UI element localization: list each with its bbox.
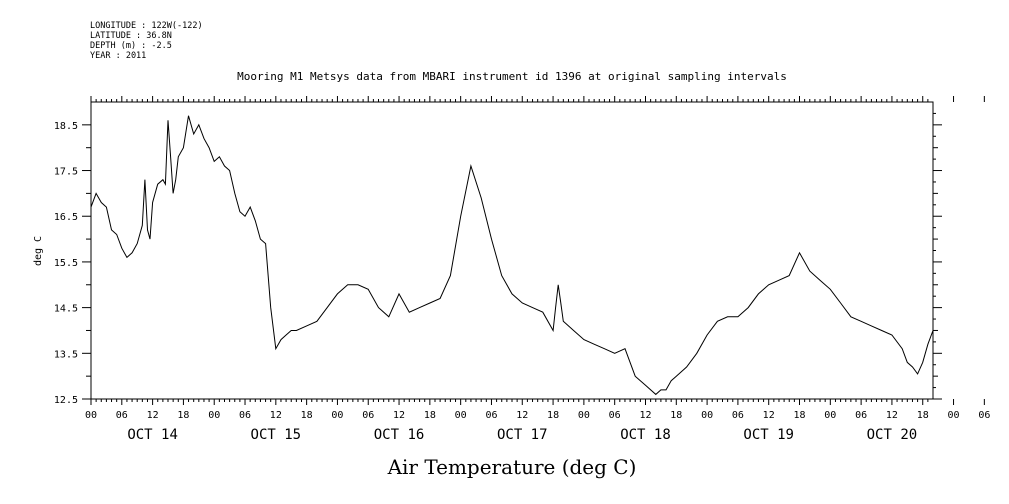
metadata-block: LONGITUDE : 122W(-122) LATITUDE : 36.8N …	[90, 21, 203, 61]
y-tick-label: 14.5	[54, 304, 78, 315]
x-hour-label: 06	[239, 410, 251, 421]
x-hour-label: 12	[270, 410, 282, 421]
x-hour-label: 06	[116, 410, 128, 421]
x-day-label: OCT 19	[743, 427, 794, 443]
x-hour-label: 18	[670, 410, 682, 421]
y-tick-label: 17.5	[54, 167, 78, 178]
longitude-text: LONGITUDE : 122W(-122)	[90, 21, 203, 31]
y-tick-label: 18.5	[54, 121, 78, 132]
series-group	[90, 115, 934, 396]
year-text: YEAR : 2011	[90, 51, 147, 61]
x-hour-label: 12	[763, 410, 775, 421]
x-hour-label: 00	[948, 410, 960, 421]
x-hour-label: 00	[85, 410, 97, 421]
x-hour-label: 00	[578, 410, 590, 421]
x-hour-label: 12	[393, 410, 405, 421]
x-hour-label: 06	[978, 410, 990, 421]
x-hour-label: 18	[793, 410, 805, 421]
x-axis-label: Air Temperature (deg C)	[387, 455, 637, 479]
x-hour-label: 00	[331, 410, 343, 421]
latitude-text: LATITUDE : 36.8N	[90, 31, 172, 41]
x-hour-label: 12	[886, 410, 898, 421]
x-hour-label: 18	[177, 410, 189, 421]
chart-title: Mooring M1 Metsys data from MBARI instru…	[237, 70, 787, 83]
x-hour-label: 12	[516, 410, 528, 421]
x-hour-label: 18	[424, 410, 436, 421]
x-hour-label: 00	[208, 410, 220, 421]
x-hour-label: 06	[485, 410, 497, 421]
temperature-series-line	[90, 115, 934, 396]
x-hour-label: 06	[732, 410, 744, 421]
y-tick-label: 16.5	[54, 212, 78, 223]
x-hour-label: 12	[147, 410, 159, 421]
x-hour-label: 06	[609, 410, 621, 421]
x-day-label: OCT 20	[867, 427, 918, 443]
y-tick-label: 12.5	[54, 395, 78, 406]
plot-frame	[90, 101, 934, 400]
x-hour-label: 18	[547, 410, 559, 421]
x-day-label: OCT 14	[127, 427, 178, 443]
x-hour-label: 00	[701, 410, 713, 421]
x-hour-label: 00	[824, 410, 836, 421]
y-tick-label: 13.5	[54, 349, 78, 360]
x-hour-label: 06	[855, 410, 867, 421]
x-hour-label: 18	[301, 410, 313, 421]
x-hour-label: 18	[917, 410, 929, 421]
x-axis: 00 06 12 18 00 06 12 18 00 06 12 18 00 06 12 18 00 06 12 18…	[85, 96, 990, 443]
y-axis-label: deg C	[33, 236, 44, 266]
x-day-label: OCT 15	[251, 427, 302, 443]
x-day-label: OCT 18	[620, 427, 671, 443]
y-tick-label: 15.5	[54, 258, 78, 269]
x-day-label: OCT 16	[374, 427, 425, 443]
x-day-label: OCT 17	[497, 427, 548, 443]
x-hour-label: 06	[362, 410, 374, 421]
y-axis: 12.5 13.5 14.5 15.5 16.5 17.5 18.5	[54, 112, 942, 406]
x-hour-label: 00	[455, 410, 467, 421]
depth-text: DEPTH (m) : -2.5	[90, 41, 172, 51]
x-hour-label: 12	[639, 410, 651, 421]
